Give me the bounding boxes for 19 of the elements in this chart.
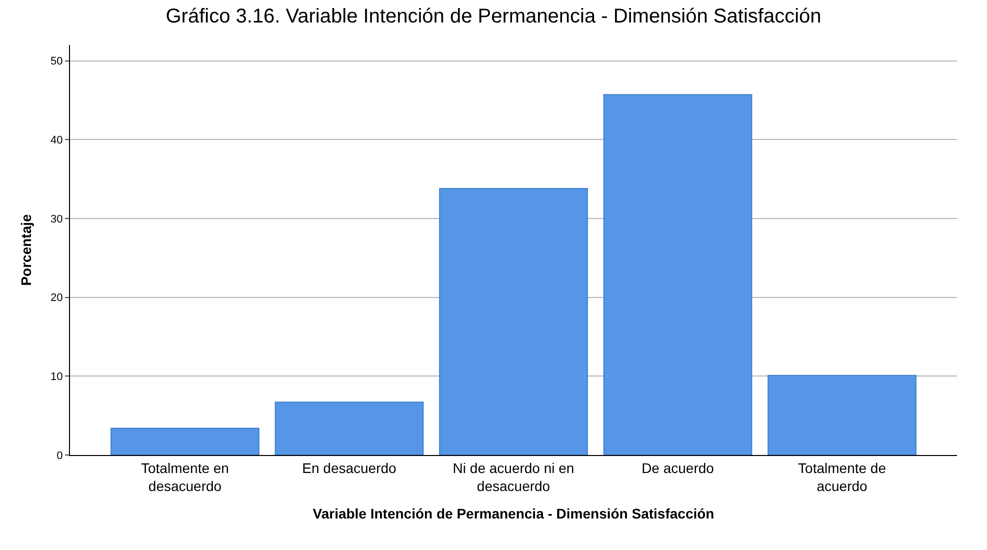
bar — [274, 402, 424, 455]
bar — [603, 94, 752, 455]
x-tick-label: Ni de acuerdo ni en desacuerdo — [452, 460, 574, 494]
bar — [439, 188, 588, 455]
y-tick-label: 50 — [50, 56, 63, 68]
x-tick-label: De acuerdo — [642, 460, 714, 476]
bar — [110, 428, 260, 455]
x-tick-label: En desacuerdo — [302, 460, 397, 476]
y-tick-label: 20 — [50, 292, 63, 304]
y-tick-label: 10 — [50, 371, 63, 383]
chart-title: Gráfico 3.16. Variable Intención de Permanencia - Dimensión Satisfacción — [166, 5, 822, 28]
x-axis-title: Variable Intención de Permanencia - Dimensión Satisfacción — [312, 505, 714, 522]
y-tick-label: 0 — [56, 450, 63, 462]
y-axis-title: Porcentaje — [18, 214, 34, 286]
y-tick-label: 40 — [50, 134, 63, 146]
bar — [768, 374, 916, 455]
y-tick-label: 30 — [50, 213, 63, 226]
x-tick-label: Totalmente de acuerdo — [798, 460, 886, 494]
x-tick-label: Totalmente en desacuerdo — [141, 460, 229, 494]
